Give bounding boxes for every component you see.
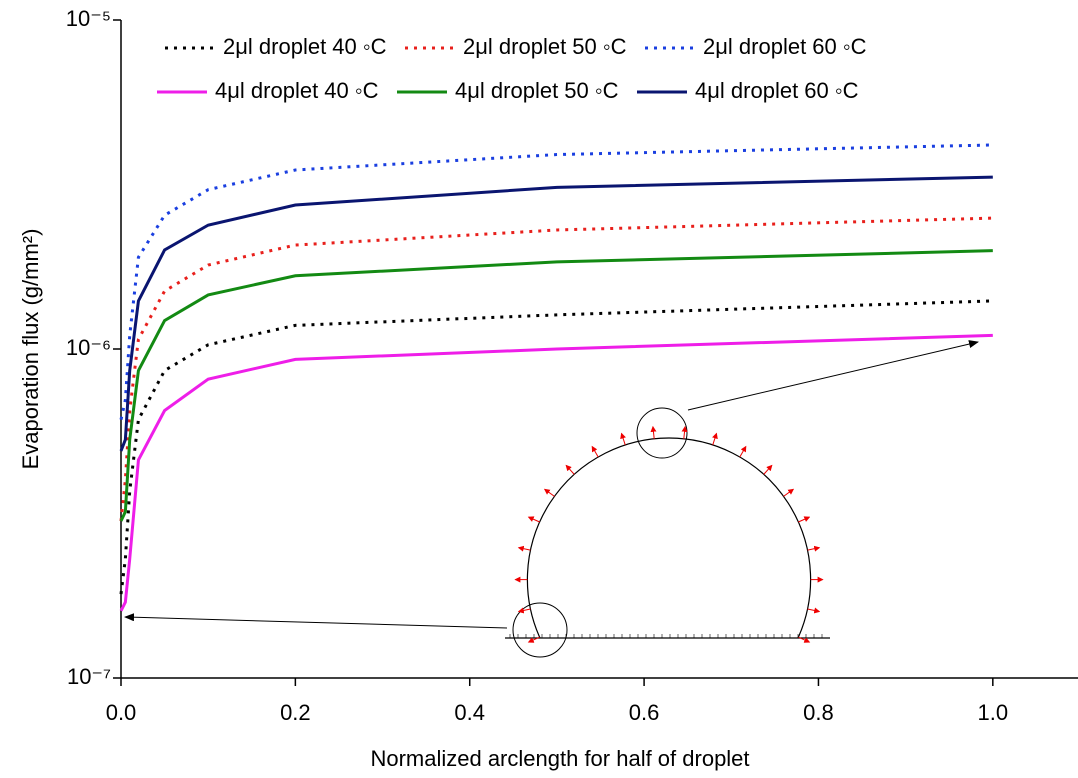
series-line: [119, 333, 993, 612]
y-axis-label: Evaporation flux (g/mm²): [18, 229, 43, 470]
flux-arrow: [681, 425, 688, 439]
y-tick-label: 10⁻⁵: [66, 6, 111, 31]
legend-label: 2μl droplet 60 ◦C: [703, 34, 867, 59]
flux-arrow: [783, 488, 795, 497]
x-tick-label: 1.0: [978, 700, 1009, 725]
pointer-arrow: [124, 613, 508, 629]
x-axis-label: Normalized arclength for half of droplet: [370, 746, 749, 771]
flux-arrow: [798, 516, 811, 523]
flux-arrow: [807, 545, 821, 552]
flux-arrow: [527, 516, 540, 523]
flux-arrow: [763, 464, 773, 475]
flux-arrow: [798, 636, 811, 643]
flux-arrow: [650, 425, 657, 439]
y-tick-label: 10⁻⁶: [66, 335, 111, 360]
pointer-arrow: [687, 340, 979, 411]
x-tick-label: 0.2: [280, 700, 311, 725]
legend-label: 4μl droplet 60 ◦C: [695, 78, 859, 103]
x-tick-label: 0.8: [803, 700, 834, 725]
series-line: [119, 175, 993, 452]
x-tick-label: 0.0: [106, 700, 137, 725]
legend-label: 2μl droplet 50 ◦C: [463, 34, 627, 59]
legend-label: 4μl droplet 50 ◦C: [455, 78, 619, 103]
flux-arrow: [565, 464, 575, 475]
legend-label: 4μl droplet 40 ◦C: [215, 78, 379, 103]
flux-arrow: [620, 432, 626, 446]
flux-arrow: [591, 445, 599, 458]
flux-arrow: [807, 607, 821, 614]
zoom-circle: [512, 602, 568, 658]
legend-label: 2μl droplet 40 ◦C: [223, 34, 387, 59]
droplet-inset: [124, 340, 979, 658]
series-line: [119, 249, 993, 522]
flux-arrow: [517, 607, 531, 614]
droplet-outline: [526, 437, 812, 639]
flux-arrow: [739, 445, 747, 458]
y-tick-label: 10⁻⁷: [67, 664, 111, 689]
series-line: [119, 216, 993, 522]
zoom-circle: [636, 407, 688, 459]
flux-arrow: [712, 432, 718, 446]
flux-arrow: [517, 545, 531, 552]
x-tick-label: 0.4: [454, 700, 485, 725]
flux-arrow: [543, 488, 555, 497]
flux-arrow: [527, 636, 540, 643]
x-tick-label: 0.6: [629, 700, 660, 725]
series-line: [119, 299, 993, 595]
